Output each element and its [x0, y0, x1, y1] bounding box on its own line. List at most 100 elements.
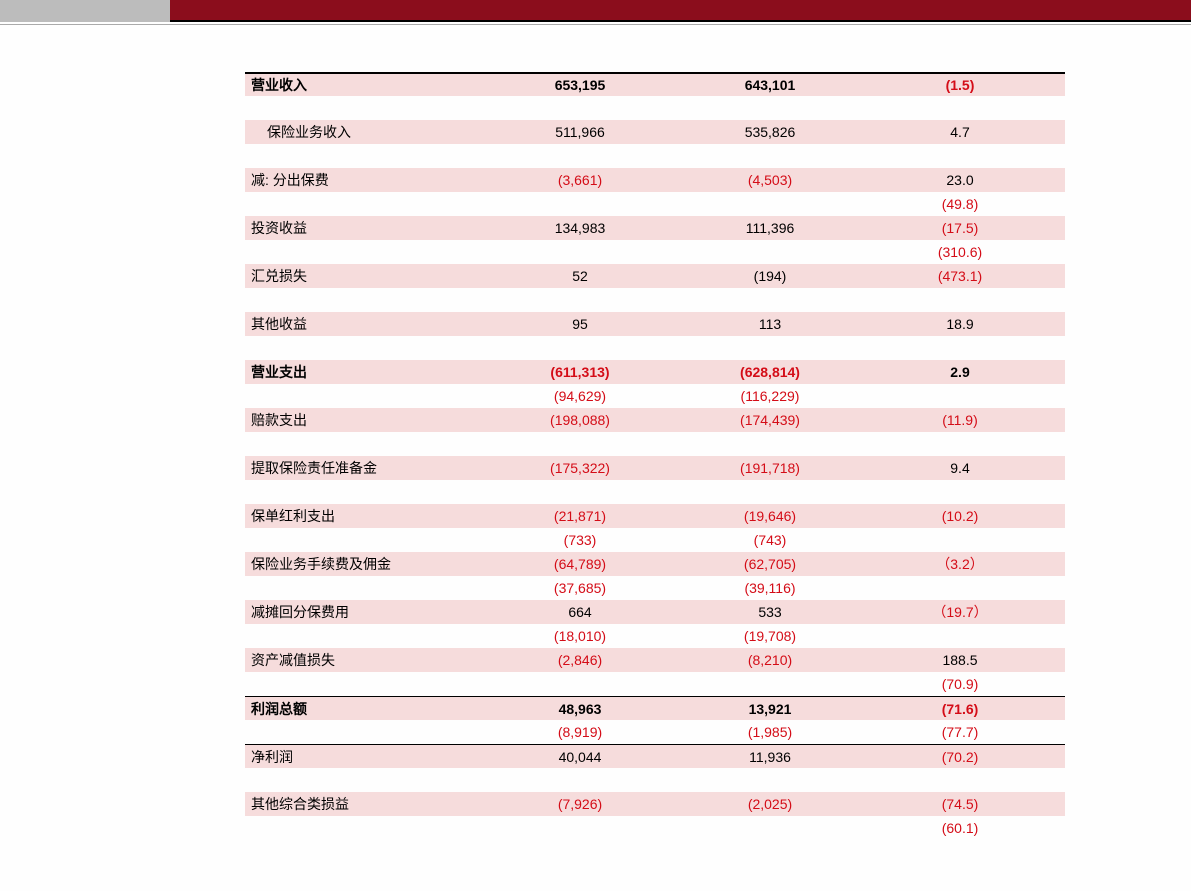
row-value-3: (473.1) [865, 268, 1055, 284]
row-value-2: (39,116) [675, 580, 865, 596]
row-value-2: (743) [675, 532, 865, 548]
row-value-3: (71.6) [865, 701, 1055, 717]
row-value-1: (7,926) [485, 796, 675, 812]
row-value-2: (1,985) [675, 724, 865, 740]
table-row: 赔款支出(198,088)(174,439)(11.9) [245, 408, 1065, 432]
row-value-1: 664 [485, 604, 675, 620]
row-label: 汇兑损失 [245, 266, 485, 286]
row-value-2: (628,814) [675, 364, 865, 380]
row-value-1: (3,661) [485, 172, 675, 188]
row-value-2: (191,718) [675, 460, 865, 476]
header-red-block [170, 0, 1191, 22]
row-value-2: (2,025) [675, 796, 865, 812]
table-row: (94,629)(116,229) [245, 384, 1065, 408]
row-value-1: 95 [485, 316, 675, 332]
row-value-1: (175,322) [485, 460, 675, 476]
row-value-3: (11.9) [865, 412, 1055, 428]
row-value-1: (2,846) [485, 652, 675, 668]
row-label: 保险业务手续费及佣金 [245, 554, 485, 574]
table-row: 投资收益134,983111,396(17.5) [245, 216, 1065, 240]
table-row: 利润总额48,96313,921(71.6) [245, 696, 1065, 720]
table-row [245, 480, 1065, 504]
row-label: 其他收益 [245, 314, 485, 334]
row-value-3: 188.5 [865, 652, 1055, 668]
row-label: 提取保险责任准备金 [245, 458, 485, 478]
table-row [245, 336, 1065, 360]
row-label: 减: 分出保费 [245, 170, 485, 190]
table-row: 营业收入653,195643,101(1.5) [245, 72, 1065, 96]
row-value-2: (19,646) [675, 508, 865, 524]
page-header-bar [0, 0, 1191, 22]
row-label: 利润总额 [245, 699, 485, 719]
row-value-3: (310.6) [865, 244, 1055, 260]
row-value-3: 23.0 [865, 172, 1055, 188]
row-value-2: (62,705) [675, 556, 865, 572]
table-row: 减: 分出保费(3,661)(4,503)23.0 [245, 168, 1065, 192]
row-label: 资产减值损失 [245, 650, 485, 670]
row-value-1: 48,963 [485, 701, 675, 717]
row-label: 营业收入 [245, 75, 485, 95]
row-value-3: (74.5) [865, 796, 1055, 812]
row-value-3: 2.9 [865, 364, 1055, 380]
table-row: 其他综合类损益(7,926)(2,025)(74.5) [245, 792, 1065, 816]
table-row: 汇兑损失52(194)(473.1) [245, 264, 1065, 288]
row-value-3: 18.9 [865, 316, 1055, 332]
row-value-3: 4.7 [865, 124, 1055, 140]
row-value-2: (194) [675, 268, 865, 284]
table-row [245, 144, 1065, 168]
table-row [245, 768, 1065, 792]
row-value-1: (733) [485, 532, 675, 548]
row-value-3: (1.5) [865, 77, 1055, 93]
row-value-1: (64,789) [485, 556, 675, 572]
row-label: 其他综合类损益 [245, 794, 485, 814]
row-value-1: (198,088) [485, 412, 675, 428]
table-row: (8,919)(1,985)(77.7) [245, 720, 1065, 744]
row-value-3: (70.9) [865, 676, 1055, 692]
row-label: 赔款支出 [245, 410, 485, 430]
row-value-1: 511,966 [485, 124, 675, 140]
row-value-2: (19,708) [675, 628, 865, 644]
row-value-1: (37,685) [485, 580, 675, 596]
header-underline [0, 24, 1191, 25]
row-value-1: (8,919) [485, 724, 675, 740]
row-value-1: 653,195 [485, 77, 675, 93]
table-row: 净利润40,04411,936(70.2) [245, 744, 1065, 768]
row-value-2: 13,921 [675, 701, 865, 717]
row-value-1: (18,010) [485, 628, 675, 644]
row-value-3: (60.1) [865, 820, 1055, 836]
table-row: 提取保险责任准备金(175,322)(191,718)9.4 [245, 456, 1065, 480]
row-value-3: (17.5) [865, 220, 1055, 236]
row-value-2: 11,936 [675, 749, 865, 765]
row-value-3: (10.2) [865, 508, 1055, 524]
table-row: (310.6) [245, 240, 1065, 264]
row-label: 投资收益 [245, 218, 485, 238]
table-row: 保险业务手续费及佣金(64,789)(62,705)（3.2） [245, 552, 1065, 576]
row-label: 减摊回分保费用 [245, 602, 485, 622]
row-value-2: (8,210) [675, 652, 865, 668]
table-row: (60.1) [245, 816, 1065, 840]
row-value-1: (21,871) [485, 508, 675, 524]
table-row [245, 288, 1065, 312]
table-row: (49.8) [245, 192, 1065, 216]
row-value-2: 533 [675, 604, 865, 620]
table-row: 保险业务收入511,966535,8264.7 [245, 120, 1065, 144]
table-row [245, 96, 1065, 120]
table-row: (70.9) [245, 672, 1065, 696]
table-row: (18,010)(19,708) [245, 624, 1065, 648]
row-value-3: （3.2） [865, 554, 1055, 574]
table-row: (733)(743) [245, 528, 1065, 552]
row-value-2: 113 [675, 316, 865, 332]
row-value-2: 111,396 [675, 220, 865, 236]
row-value-2: 535,826 [675, 124, 865, 140]
row-label: 保单红利支出 [245, 506, 485, 526]
row-value-1: 52 [485, 268, 675, 284]
row-label: 保险业务收入 [245, 122, 485, 142]
row-value-1: 40,044 [485, 749, 675, 765]
row-value-1: (611,313) [485, 364, 675, 380]
row-label: 净利润 [245, 747, 485, 767]
row-value-3: (77.7) [865, 724, 1055, 740]
row-value-2: (4,503) [675, 172, 865, 188]
row-value-2: (116,229) [675, 388, 865, 404]
row-value-2: 643,101 [675, 77, 865, 93]
table-row: 减摊回分保费用664533（19.7） [245, 600, 1065, 624]
